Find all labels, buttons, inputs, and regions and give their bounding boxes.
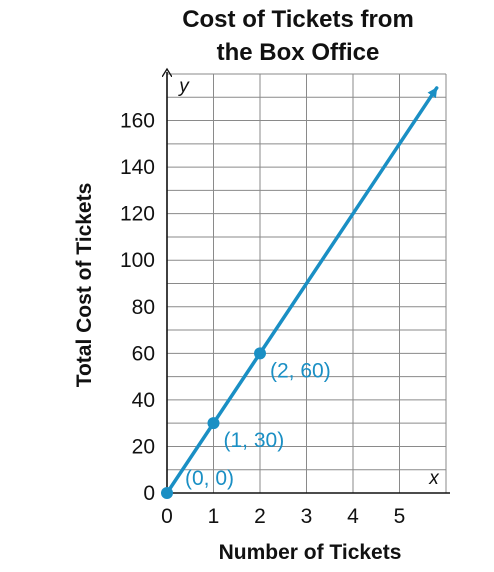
x-axis-variable: x — [428, 468, 440, 489]
y-tick-label: 0 — [143, 482, 155, 505]
chart-title-line-2: the Box Office — [217, 39, 380, 66]
x-tick-label: 5 — [394, 505, 406, 528]
y-axis-variable: y — [177, 76, 190, 97]
data-point — [254, 347, 266, 360]
data-point — [161, 487, 173, 499]
x-tick-label: 3 — [301, 505, 313, 528]
chart-title-line-1: Cost of Tickets from — [182, 6, 414, 33]
data-point-label: (1, 30) — [224, 429, 285, 452]
y-tick-label: 100 — [120, 249, 155, 272]
data-point-label: (0, 0) — [185, 467, 234, 490]
x-tick-label: 4 — [347, 505, 359, 528]
y-tick-label: 60 — [132, 342, 155, 365]
y-tick-label: 40 — [132, 389, 155, 412]
y-tick-label: 140 — [120, 156, 155, 179]
x-tick-label: 2 — [254, 505, 266, 528]
tick-labels: 0 1 2 3 4 5 0 20 40 60 80 100 120 140 160 — [120, 110, 405, 528]
axes — [167, 72, 450, 494]
series-line-group — [165, 86, 439, 495]
grid — [167, 73, 447, 493]
y-tick-label: 80 — [132, 296, 155, 319]
y-tick-label: 160 — [120, 110, 155, 133]
series-line — [165, 86, 439, 495]
data-points — [161, 347, 266, 499]
x-axis-title: Number of Tickets — [219, 541, 402, 564]
data-point — [207, 417, 220, 430]
y-tick-label: 120 — [120, 203, 155, 226]
x-tick-label: 1 — [208, 505, 220, 528]
point-labels: (0, 0) (1, 30) (2, 60) — [185, 359, 331, 490]
x-tick-label: 0 — [161, 505, 173, 528]
data-point-label: (2, 60) — [270, 359, 331, 382]
y-tick-label: 20 — [132, 435, 155, 458]
y-axis-title: Total Cost of Tickets — [73, 183, 96, 388]
